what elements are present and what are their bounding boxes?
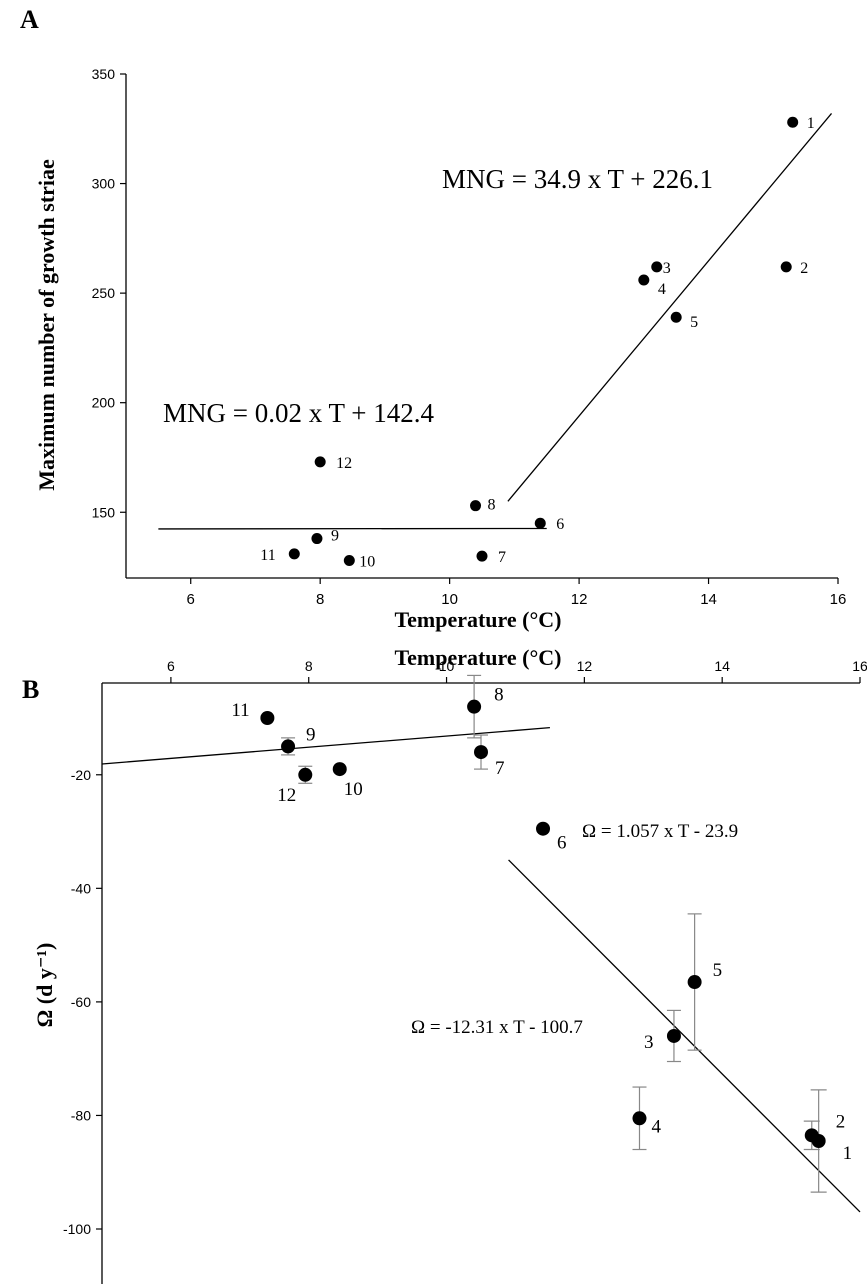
fit-line [507,113,833,502]
y-tick-label: 200 [92,395,116,411]
y-tick-label: -80 [71,1107,91,1123]
x-tick-label: 12 [571,591,588,608]
fit-equation: MNG = 0.02 x T + 142.4 [163,398,434,428]
point-label: 1 [843,1143,853,1164]
point-label: 5 [713,960,723,981]
point-label: 12 [336,455,352,472]
fit-equation: Ω = 1.057 x T - 23.9 [582,821,738,842]
point-label: 7 [498,549,506,566]
fit-line [508,859,861,1213]
x-tick-label: 6 [167,658,175,674]
point-label: 11 [231,700,249,721]
x-tick-label: 8 [316,591,324,608]
panel-a-x-axis-title: Temperature (°C) [394,607,561,632]
fit-equation: MNG = 34.9 x T + 226.1 [442,164,713,194]
point-label: 8 [494,685,504,706]
point-label: 9 [331,528,339,545]
x-tick-label: 16 [852,658,867,674]
point-label: 6 [557,833,567,854]
y-tick-label: -100 [63,1221,91,1237]
data-point [332,762,347,777]
point-label: 4 [651,1116,661,1137]
point-label: 2 [836,1111,846,1132]
data-point [632,1111,647,1126]
fit-line [101,727,550,765]
data-point [687,975,702,990]
point-label: 5 [690,314,698,331]
point-label: 1 [807,115,815,132]
panel-b-label: B [22,675,39,704]
x-tick-label: 16 [830,591,847,608]
point-label: 7 [495,758,505,779]
data-point [298,767,313,782]
point-label: 10 [359,553,375,570]
data-point [288,548,300,560]
panel-a-y-axis-title: Maximum number of growth striae [34,159,59,491]
point-label: 3 [644,1032,654,1053]
data-point [314,456,326,468]
x-tick-label: 14 [714,658,730,674]
data-point [476,550,488,562]
panel-b-x-axis-title: Temperature (°C) [394,645,561,670]
y-tick-label: 250 [92,285,116,301]
y-tick-label: 350 [92,66,116,82]
point-label: 12 [277,785,296,806]
x-tick-label: 14 [700,591,717,608]
data-point [536,821,551,836]
y-tick-label: 150 [92,504,116,520]
data-point [787,116,799,128]
panel-a-axes [125,74,838,579]
y-tick-label: -60 [71,994,91,1010]
y-tick-label: 300 [92,176,116,192]
data-point [651,261,663,273]
y-tick-label: -20 [71,767,91,783]
data-point [470,500,482,512]
point-label: 6 [556,516,564,533]
point-label: 10 [344,779,363,800]
point-label: 4 [658,281,666,298]
fit-equation: Ω = -12.31 x T - 100.7 [411,1017,583,1038]
data-point [534,517,546,529]
point-label: 2 [800,260,808,277]
panel-b-y-axis-title: Ω (d y⁻¹) [32,943,57,1028]
point-label: 3 [663,260,671,277]
panel-b-axes [101,682,860,1284]
x-tick-label: 12 [577,658,593,674]
x-tick-label: 10 [441,591,458,608]
data-point [780,261,792,273]
panel-a-label: A [20,5,39,34]
data-point [281,739,296,754]
point-label: 8 [488,497,496,514]
point-label: 11 [260,547,275,564]
data-point [260,711,275,725]
y-tick-label: -40 [71,880,91,896]
data-point [638,274,650,286]
x-tick-label: 10 [439,658,455,674]
x-tick-label: 8 [305,658,313,674]
point-label: 9 [306,724,316,745]
data-point [474,745,488,760]
x-tick-label: 6 [187,591,195,608]
data-point [343,554,355,566]
data-point [467,699,482,714]
data-point [670,311,682,323]
data-point [804,1128,819,1143]
data-point [311,533,323,545]
data-point [666,1028,681,1043]
